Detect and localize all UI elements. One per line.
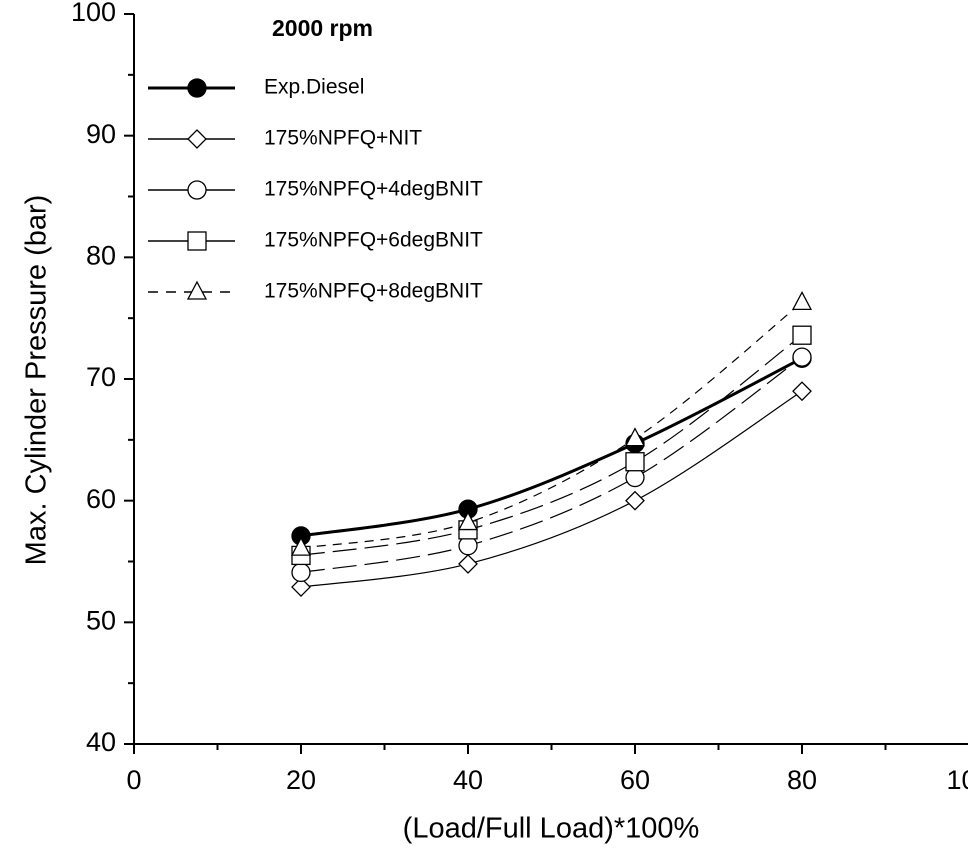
y-tick-label: 60 xyxy=(86,484,116,514)
marker xyxy=(290,536,312,556)
marker xyxy=(291,577,311,597)
y-tick-label: 90 xyxy=(86,119,116,149)
legend-marker xyxy=(187,129,207,149)
marker xyxy=(792,381,812,402)
marker xyxy=(791,290,813,311)
legend-label: 175%NPFQ+4degBNIT xyxy=(264,178,483,201)
x-tick-label: 20 xyxy=(286,765,316,795)
marker xyxy=(792,347,812,367)
marker xyxy=(624,427,646,447)
legend-label: 175%NPFQ+8degBNIT xyxy=(264,280,483,303)
series-line xyxy=(300,390,803,588)
legend-label: 175%NPFQ+6degBNIT xyxy=(264,229,483,252)
series-line xyxy=(300,356,803,574)
x-axis-title: (Load/Full Load)*100% xyxy=(403,813,700,845)
legend-marker xyxy=(187,78,207,98)
y-tick-label: 40 xyxy=(86,727,116,757)
marker xyxy=(792,325,812,345)
marker xyxy=(625,490,645,511)
y-tick-label: 80 xyxy=(86,240,116,270)
legend-label: 175%NPFQ+NIT xyxy=(264,127,422,150)
x-tick-label: 40 xyxy=(453,765,483,795)
y-tick-label: 70 xyxy=(86,362,116,392)
y-tick-label: 100 xyxy=(71,0,116,27)
marker xyxy=(291,562,311,583)
x-tick-label: 60 xyxy=(620,765,650,795)
marker xyxy=(457,511,479,531)
x-tick-label: 0 xyxy=(126,765,141,795)
legend-marker xyxy=(187,180,207,200)
y-axis-title: Max. Cylinder Pressure (bar) xyxy=(21,195,53,566)
series-line xyxy=(300,356,803,538)
marker xyxy=(458,554,478,574)
legend-marker xyxy=(186,280,208,300)
marker xyxy=(625,452,645,472)
legend-marker xyxy=(187,231,207,251)
series-line xyxy=(300,301,803,549)
x-tick-label: 100 xyxy=(946,765,968,795)
x-tick-label: 80 xyxy=(787,765,817,795)
legend-label: Exp.Diesel xyxy=(264,76,364,99)
y-tick-label: 50 xyxy=(86,605,116,635)
chart-title: 2000 rpm xyxy=(272,15,373,41)
series-line xyxy=(300,334,803,557)
